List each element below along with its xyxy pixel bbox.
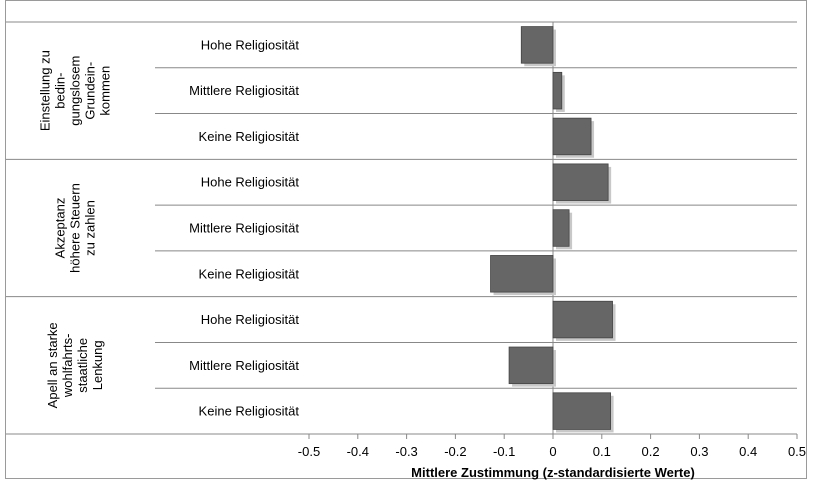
x-tick-label: 0.5 <box>788 444 806 459</box>
group-label-line: Lenkung <box>90 340 105 390</box>
category-label: Hohe Religiosität <box>201 37 300 52</box>
category-label: Mittlere Religiosität <box>189 221 299 236</box>
category-label: Keine Religiosität <box>199 266 300 281</box>
x-tick-label: -0.3 <box>395 444 417 459</box>
group-label: Akzeptanzhöhere Steuernzu zahlen <box>53 183 98 273</box>
x-tick-label: 0.3 <box>690 444 708 459</box>
bar <box>552 209 570 247</box>
bar <box>552 392 611 430</box>
category-label: Keine Religiosität <box>199 129 300 144</box>
group-label-line: gungslosem <box>68 56 83 126</box>
group-label-line: zu zahlen <box>83 200 98 256</box>
plot-area: -0.5 -0.4 -0.3 -0.2 -0.1 0 0.1 0.2 0.3 0.4 0.5 Hohe… <box>6 21 806 480</box>
bar <box>552 163 609 201</box>
x-tick-label: -0.4 <box>347 444 369 459</box>
x-tick-label: -0.1 <box>493 444 515 459</box>
bar <box>508 346 554 385</box>
x-tick-label: -0.5 <box>298 444 320 459</box>
x-tick-label: 0.2 <box>642 444 660 459</box>
group-label-line: Einstellung zu <box>38 50 53 131</box>
category-label: Hohe Religiosität <box>201 175 300 190</box>
category-label: Hohe Religiosität <box>201 312 300 327</box>
group-label: Apell an starkewohlfahrts-staatlicheLenk… <box>45 322 105 408</box>
category-label: Keine Religiosität <box>199 404 300 419</box>
group-label-line: Akzeptanz <box>53 198 68 259</box>
x-axis-title: Mittlere Zustimmung (z-standardisierte W… <box>411 465 695 480</box>
x-tick-label: 0 <box>549 444 556 459</box>
x-tick-label: 0.4 <box>739 444 757 459</box>
bar <box>490 255 554 293</box>
group-label-line: wohlfahrts- <box>60 334 75 399</box>
bar <box>552 300 613 339</box>
group-label-line: staatliche <box>75 338 90 393</box>
x-tick-label: 0.1 <box>593 444 611 459</box>
group-label-line: bedin- <box>53 73 68 109</box>
group-label-line: Grundein- <box>83 62 98 120</box>
group-label: Einstellung zubedin-gungslosemGrundein-k… <box>38 50 113 131</box>
bar <box>552 117 592 156</box>
category-label: Mittlere Religiosität <box>189 83 299 98</box>
bar <box>552 71 563 110</box>
x-tick-label: -0.2 <box>444 444 466 459</box>
group-label-line: höhere Steuern <box>68 183 83 273</box>
chart-frame <box>5 0 807 479</box>
category-label: Mittlere Religiosität <box>189 358 299 373</box>
group-label-line: Apell an starke <box>45 322 60 408</box>
bar <box>520 26 554 64</box>
group-label-line: kommen <box>98 66 113 116</box>
